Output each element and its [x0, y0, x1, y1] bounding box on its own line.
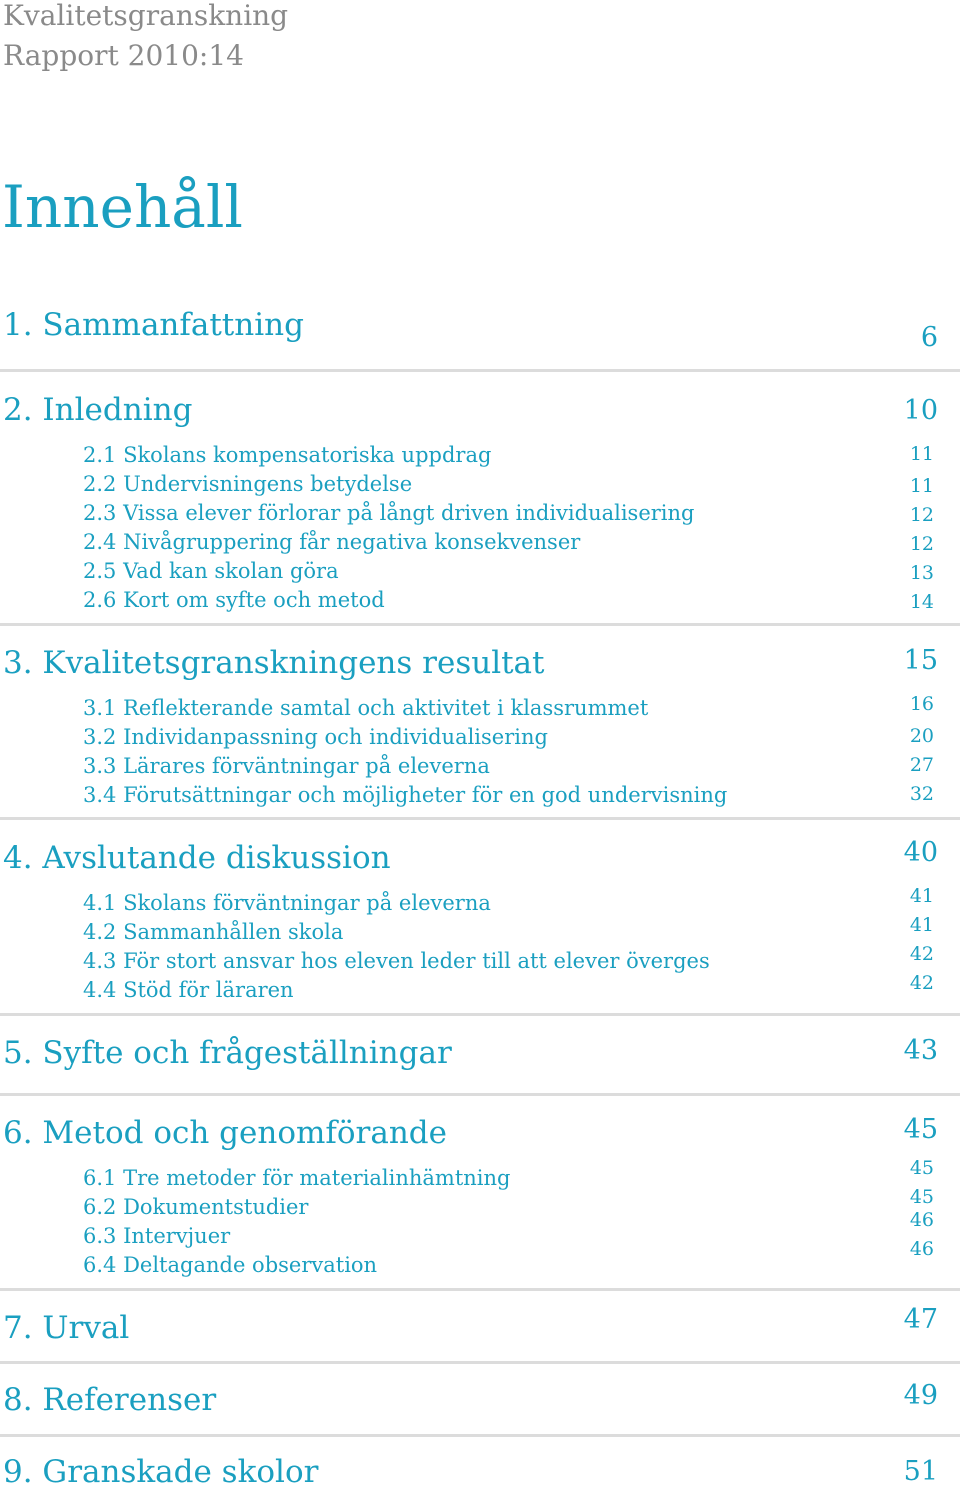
- toc-item-3-4[interactable]: 3.4 Förutsättningar och möjligheter för …: [83, 783, 728, 807]
- toc-item-2-3-page: 12: [909, 504, 934, 526]
- toc-section-5[interactable]: 5. Syfte och frågeställningar: [3, 1035, 452, 1071]
- toc-section-7[interactable]: 7. Urval: [3, 1310, 130, 1346]
- toc-item-2-2[interactable]: 2.2 Undervisningens betydelse: [83, 472, 413, 496]
- toc-section-6[interactable]: 6. Metod och genomförande: [3, 1115, 447, 1151]
- toc-item-6-1[interactable]: 6.1 Tre metoder för materialinhämtning: [83, 1166, 511, 1190]
- toc-item-4-1[interactable]: 4.1 Skolans förväntningar på eleverna: [83, 891, 491, 915]
- toc-item-4-4-page: 42: [909, 972, 934, 994]
- toc-item-6-2[interactable]: 6.2 Dokumentstudier: [83, 1195, 309, 1219]
- toc-item-2-3[interactable]: 2.3 Vissa elever förlorar på långt drive…: [83, 501, 695, 525]
- toc-section-2-page: 10: [903, 395, 938, 426]
- toc-item-6-3[interactable]: 6.3 Intervjuer: [83, 1224, 231, 1248]
- toc-item-2-5[interactable]: 2.5 Vad kan skolan göra: [83, 559, 339, 583]
- toc-item-4-2[interactable]: 4.2 Sammanhållen skola: [83, 920, 344, 944]
- divider: [0, 623, 960, 626]
- toc-item-3-1-page: 16: [909, 693, 934, 715]
- toc-item-4-4[interactable]: 4.4 Stöd för läraren: [83, 978, 294, 1002]
- toc-item-2-1-page: 11: [909, 443, 934, 465]
- toc-item-6-3-page: 46: [909, 1209, 934, 1231]
- toc-item-3-1[interactable]: 3.1 Reflekterande samtal och aktivitet i…: [83, 696, 649, 720]
- toc-item-4-3[interactable]: 4.3 För stort ansvar hos eleven leder ti…: [83, 949, 710, 973]
- divider: [0, 817, 960, 820]
- toc-item-3-2[interactable]: 3.2 Individanpassning och individualiser…: [83, 725, 548, 749]
- toc-section-3-page: 15: [903, 645, 938, 676]
- toc-section-1-page: 6: [920, 322, 938, 353]
- toc-item-3-3[interactable]: 3.3 Lärares förväntningar på eleverna: [83, 754, 490, 778]
- toc-section-4[interactable]: 4. Avslutande diskussion: [3, 840, 391, 876]
- toc-item-4-2-page: 41: [909, 914, 934, 936]
- divider: [0, 1361, 960, 1364]
- toc-item-2-2-page: 11: [909, 475, 934, 497]
- toc-section-2[interactable]: 2. Inledning: [3, 392, 193, 428]
- toc-item-3-2-page: 20: [909, 725, 934, 747]
- toc-section-1[interactable]: 1. Sammanfattning: [3, 307, 304, 343]
- toc-item-2-5-page: 13: [909, 562, 934, 584]
- toc-section-3[interactable]: 3. Kvalitetsgranskningens resultat: [3, 645, 545, 681]
- toc-section-9-page: 51: [903, 1456, 938, 1487]
- toc-item-2-6[interactable]: 2.6 Kort om syfte och metod: [83, 588, 385, 612]
- toc-item-3-3-page: 27: [909, 754, 934, 776]
- toc-item-4-1-page: 41: [909, 885, 934, 907]
- toc-section-9[interactable]: 9. Granskade skolor: [3, 1454, 319, 1490]
- report-number: Rapport 2010:14: [3, 39, 244, 72]
- toc-section-4-page: 40: [903, 837, 938, 868]
- divider: [0, 1093, 960, 1096]
- divider: [0, 1013, 960, 1016]
- toc-item-4-3-page: 42: [909, 943, 934, 965]
- toc-item-6-4[interactable]: 6.4 Deltagande observation: [83, 1253, 378, 1277]
- report-series-title: Kvalitetsgranskning: [3, 0, 289, 32]
- toc-item-6-1-page: 45: [909, 1157, 934, 1179]
- toc-item-2-6-page: 14: [909, 591, 934, 613]
- divider: [0, 1288, 960, 1291]
- toc-item-2-1[interactable]: 2.1 Skolans kompensatoriska uppdrag: [83, 443, 492, 467]
- toc-section-8-page: 49: [903, 1380, 938, 1411]
- toc-item-2-4[interactable]: 2.4 Nivågruppering får negativa konsekve…: [83, 530, 581, 554]
- toc-section-5-page: 43: [903, 1035, 938, 1066]
- toc-item-6-4-page: 46: [909, 1238, 934, 1260]
- toc-item-6-2-page: 45: [909, 1186, 934, 1208]
- page-title: Innehåll: [2, 173, 243, 241]
- divider: [0, 1434, 960, 1437]
- toc-section-7-page: 47: [903, 1304, 938, 1335]
- toc-item-2-4-page: 12: [909, 533, 934, 555]
- divider: [0, 369, 960, 372]
- toc-section-6-page: 45: [903, 1114, 938, 1145]
- toc-item-3-4-page: 32: [909, 783, 934, 805]
- toc-section-8[interactable]: 8. Referenser: [3, 1382, 217, 1418]
